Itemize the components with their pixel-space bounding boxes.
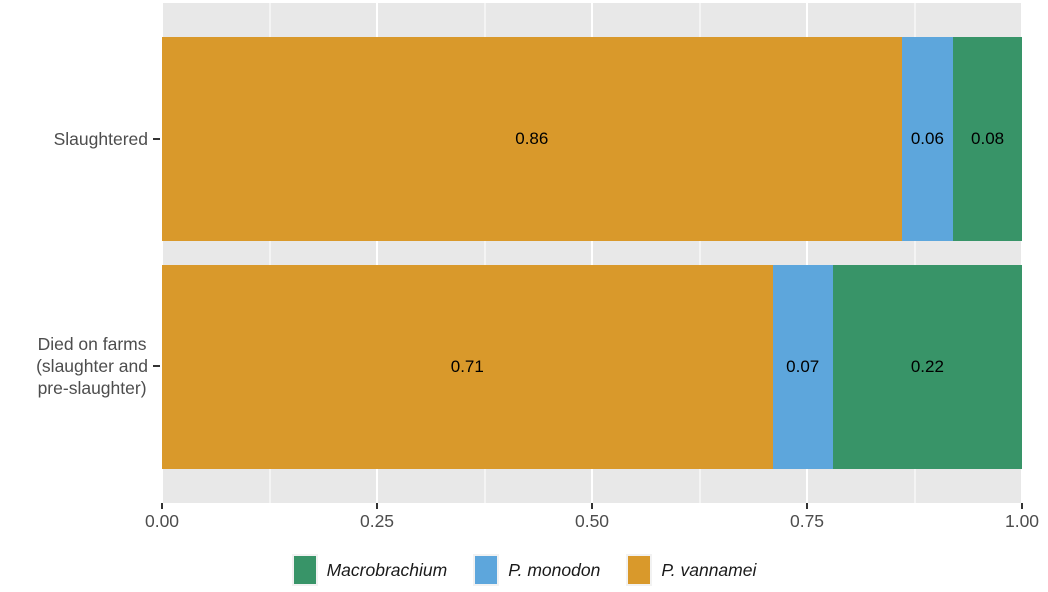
y-axis-label-died-on-farms: Died on farms (slaughter and pre-slaught… — [36, 333, 148, 399]
bar-value-label: 0.71 — [450, 357, 484, 376]
bar-value-label: 0.22 — [910, 357, 944, 376]
gridline-major — [162, 3, 163, 503]
x-axis-tick — [1021, 503, 1023, 509]
legend: Macrobrachium P. monodon P. vannamei — [0, 553, 1048, 587]
plot-panel: 0.86 0.06 0.08 0.71 0.07 0.22 — [162, 3, 1022, 503]
bar-value-label: 0.06 — [910, 129, 944, 148]
bar-row-0: 0.86 0.06 0.08 — [162, 37, 1022, 241]
x-axis-tick-label: 0.00 — [144, 511, 180, 531]
gridline-major — [376, 3, 378, 503]
x-axis-tick — [376, 503, 378, 509]
legend-label-macrobrachium: Macrobrachium — [326, 559, 448, 580]
y-axis-label-slaughtered: Slaughtered — [53, 128, 148, 149]
gridline-minor — [914, 3, 915, 503]
legend-label-p-vannamei: P. vannamei — [661, 559, 757, 580]
y-axis-tick — [153, 138, 160, 140]
gridline-major — [1021, 3, 1022, 503]
x-axis-tick — [591, 503, 593, 509]
bar-segment: 0.08 — [953, 37, 1022, 241]
bar-value-label: 0.86 — [515, 129, 549, 148]
legend-item-p-vannamei: P. vannamei — [626, 554, 756, 586]
bar-segment: 0.71 — [162, 265, 773, 469]
bar-value-label: 0.07 — [786, 357, 820, 376]
gridline-minor — [699, 3, 700, 503]
y-axis-tick — [153, 365, 160, 367]
gridline-major — [806, 3, 808, 503]
bar-segment: 0.22 — [832, 265, 1022, 469]
gridline-major — [591, 3, 593, 503]
gridline-minor — [484, 3, 485, 503]
x-axis-tick-label: 1.00 — [1004, 511, 1040, 531]
x-axis-tick-label: 0.25 — [359, 511, 395, 531]
bar-segment: 0.86 — [162, 37, 902, 241]
legend-swatch-macrobrachium — [291, 554, 318, 586]
legend-swatch-p-monodon — [473, 554, 500, 586]
legend-swatch-p-vannamei — [626, 554, 653, 586]
legend-item-p-monodon: P. monodon — [473, 554, 600, 586]
x-axis-tick-label: 0.50 — [574, 511, 610, 531]
x-axis-tick-label: 0.75 — [789, 511, 825, 531]
legend-item-macrobrachium: Macrobrachium — [291, 554, 448, 586]
legend-label-p-monodon: P. monodon — [508, 559, 601, 580]
bar-segment: 0.07 — [772, 265, 833, 469]
gridline-minor — [269, 3, 270, 503]
bar-value-label: 0.08 — [971, 129, 1005, 148]
x-axis-tick — [806, 503, 808, 509]
x-axis-tick — [161, 503, 163, 509]
bar-segment: 0.06 — [901, 37, 954, 241]
bar-row-1: 0.71 0.07 0.22 — [162, 265, 1022, 469]
